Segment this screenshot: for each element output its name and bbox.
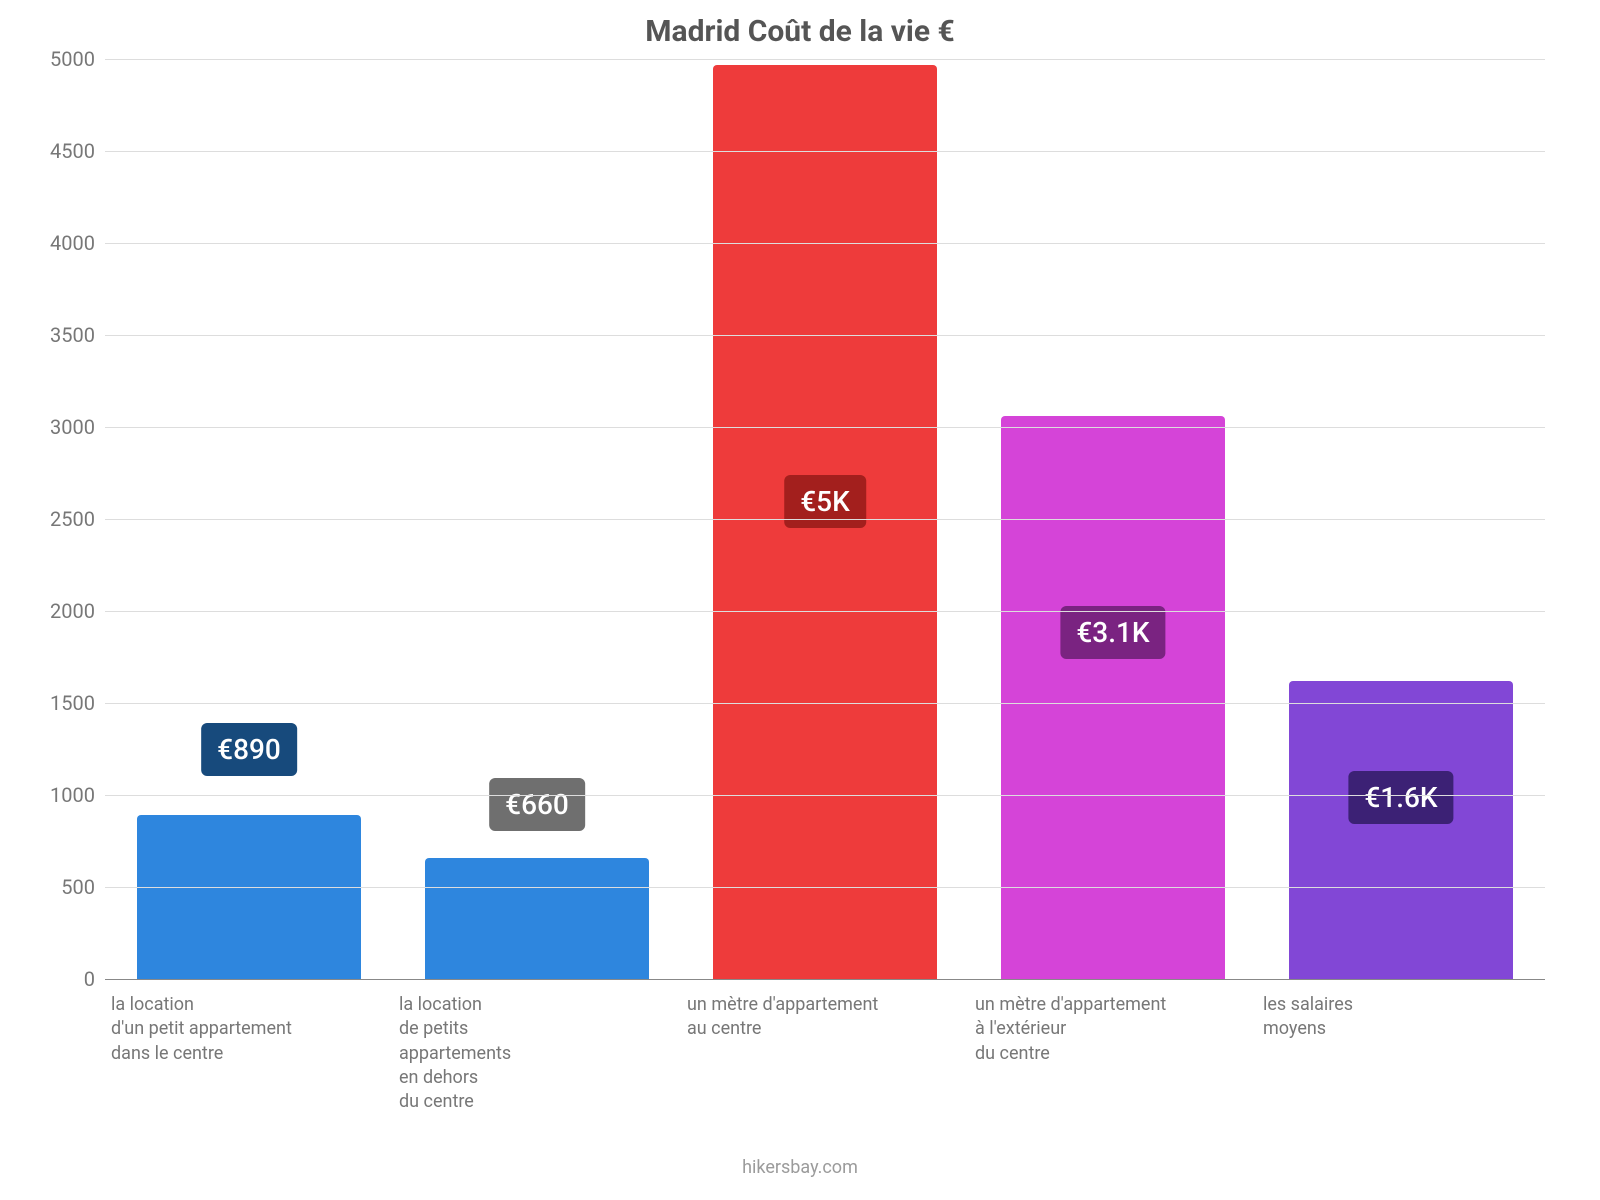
gridline (105, 335, 1545, 336)
y-axis-tick-label: 500 (30, 875, 95, 899)
x-axis-label: la location de petits appartements en de… (399, 993, 511, 1114)
x-axis-label: un mètre d'appartement au centre (687, 993, 878, 1042)
x-axis-label: les salaires moyens (1263, 993, 1353, 1042)
y-axis-tick-label: 4000 (30, 231, 95, 255)
x-axis-label: un mètre d'appartement à l'extérieur du … (975, 993, 1166, 1066)
gridline (105, 703, 1545, 704)
gridline (105, 887, 1545, 888)
gridline (105, 795, 1545, 796)
bar-value-badge: €3.1K (1060, 606, 1165, 659)
bar-value-badge: €1.6K (1348, 771, 1453, 824)
bar-value-badge: €890 (201, 723, 297, 776)
bar: €890 (137, 815, 362, 979)
y-axis-tick-label: 1000 (30, 783, 95, 807)
y-axis-tick-label: 5000 (30, 47, 95, 71)
gridline (105, 979, 1545, 980)
bar-value-badge: €660 (489, 778, 585, 831)
gridline (105, 519, 1545, 520)
bar: €3.1K (1001, 416, 1226, 979)
y-axis-tick-label: 4500 (30, 139, 95, 163)
y-axis-tick-label: 0 (30, 967, 95, 991)
y-axis-tick-label: 2000 (30, 599, 95, 623)
attribution-text: hikersbay.com (0, 1157, 1600, 1178)
gridline (105, 59, 1545, 60)
bar: €660 (425, 858, 650, 979)
gridline (105, 151, 1545, 152)
y-axis-tick-label: 3000 (30, 415, 95, 439)
plot-area: €890€660€5K€3.1K€1.6K 050010001500200025… (105, 59, 1545, 979)
x-axis-label: la location d'un petit appartement dans … (111, 993, 292, 1066)
bar: €1.6K (1289, 681, 1514, 979)
gridline (105, 611, 1545, 612)
gridline (105, 243, 1545, 244)
cost-of-living-chart: Madrid Coût de la vie € €890 €660 €5K €3.1K… (0, 0, 1600, 1200)
bar: €5K (713, 65, 938, 979)
chart-title: Madrid Coût de la vie € (30, 14, 1570, 49)
gridline (105, 427, 1545, 428)
y-axis-tick-label: 1500 (30, 691, 95, 715)
y-axis-tick-label: 2500 (30, 507, 95, 531)
y-axis-tick-label: 3500 (30, 323, 95, 347)
